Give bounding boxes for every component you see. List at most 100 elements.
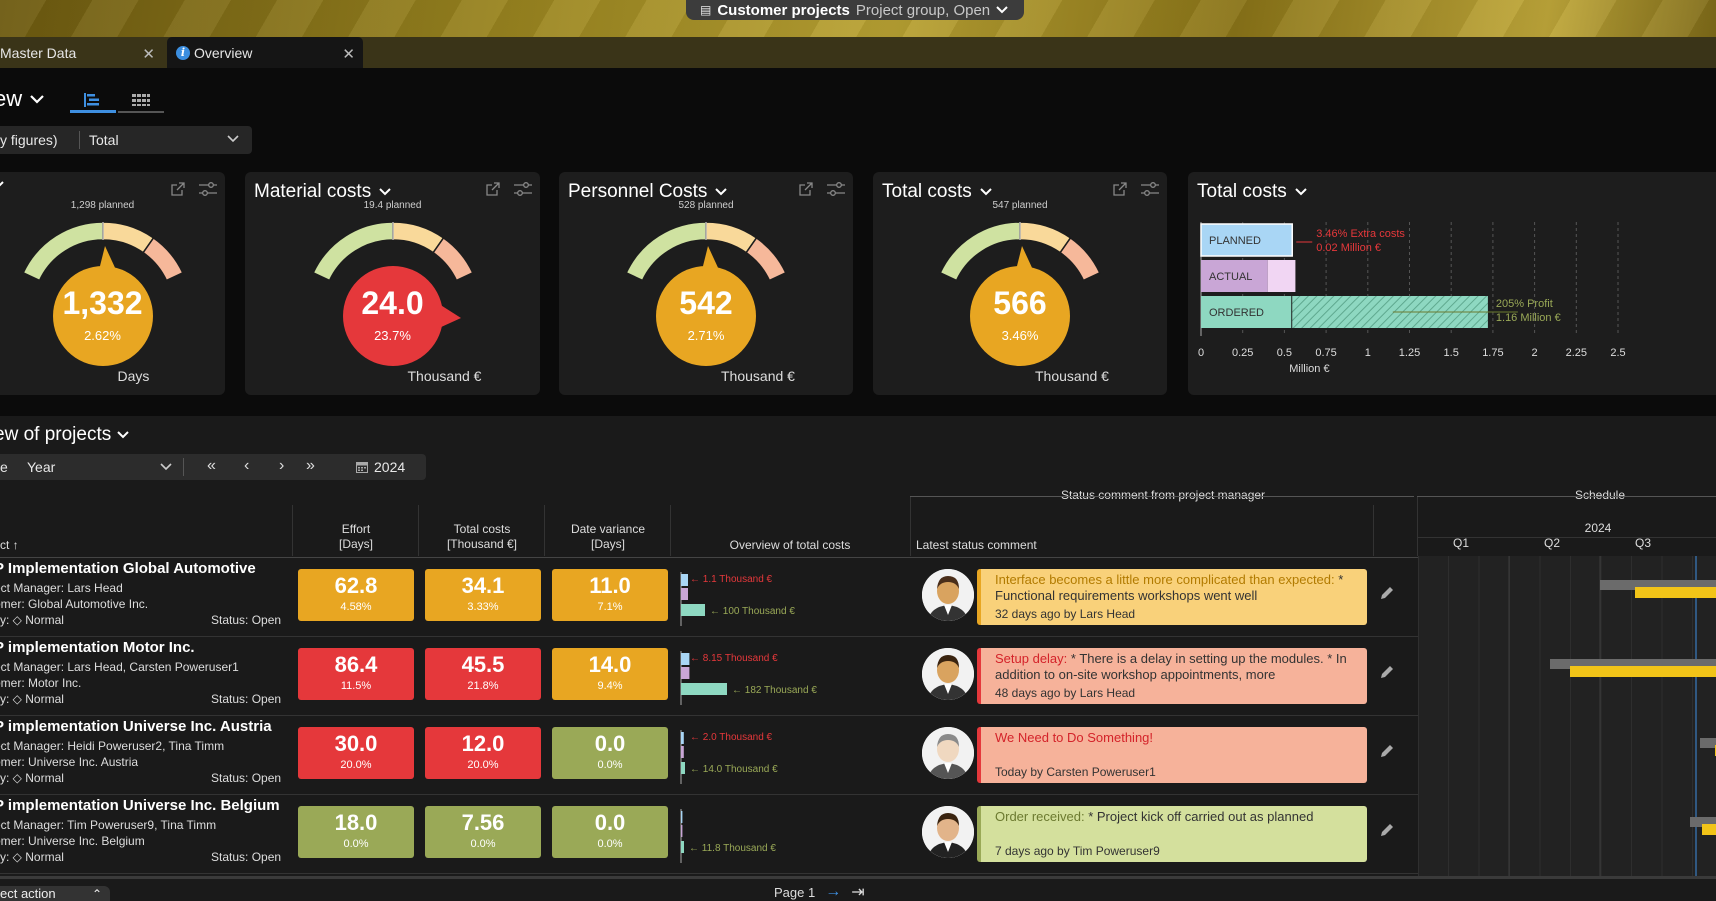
- quarter-label: Q2: [1544, 536, 1561, 550]
- period-value: Year: [27, 459, 56, 475]
- card-title[interactable]: Total costs: [1197, 181, 1307, 203]
- col-total-costs-header[interactable]: Total costs [Thousand €]: [419, 522, 545, 552]
- col-date-variance-header[interactable]: Date variance [Days]: [545, 522, 671, 552]
- edit-comment-button[interactable]: [1380, 823, 1394, 842]
- external-link-icon[interactable]: [799, 182, 813, 196]
- settings-sliders-icon[interactable]: [827, 182, 845, 196]
- divider: [544, 505, 545, 556]
- date-kpi-box[interactable]: 0.0 0.0%: [552, 727, 668, 779]
- card-title[interactable]: Personnel Costs: [568, 181, 728, 203]
- project-name[interactable]: P Implementation Global Automotive: [0, 560, 256, 577]
- divider: [1417, 537, 1716, 538]
- total-kpi-box[interactable]: 45.5 21.8%: [425, 648, 541, 700]
- project-name[interactable]: P implementation Universe Inc. Belgium: [0, 797, 280, 814]
- x-tick-label: 1.75: [1482, 347, 1503, 359]
- projects-section-title[interactable]: ew of projects: [0, 424, 129, 446]
- settings-sliders-icon[interactable]: [1141, 182, 1159, 196]
- gauge-percent: 2.62%: [84, 328, 121, 343]
- close-icon[interactable]: ✕: [142, 46, 155, 63]
- edit-comment-button[interactable]: [1380, 665, 1394, 684]
- external-link-icon[interactable]: [1113, 182, 1127, 196]
- avatar: [922, 648, 974, 700]
- header-line: Total costs: [453, 522, 511, 536]
- date-kpi-box[interactable]: 11.0 7.1%: [552, 569, 668, 621]
- last-page-icon[interactable]: ⇥: [851, 884, 865, 901]
- folder-icon: ▤: [700, 3, 712, 17]
- total-percent: 3.33%: [467, 601, 499, 613]
- total-costs-chart: 0 0.25 0.5 0.75 1 1.25 1.5 1.75 2 2.25 2.5 PLANNED A…: [1198, 222, 1626, 375]
- gantt-view-button[interactable]: [70, 89, 116, 113]
- view-selector[interactable]: ew: [0, 86, 44, 112]
- cost-overview-minichart: ← 1.1 Thousand € ← 100 Thousand €: [680, 572, 795, 626]
- date-kpi-box[interactable]: 0.0 0.0%: [552, 806, 668, 858]
- col-effort-header[interactable]: Effort [Days]: [293, 522, 419, 552]
- mini-bar-ordered: [681, 604, 705, 616]
- table-row[interactable]: P implementation Universe Inc. Austria ec…: [0, 716, 1418, 795]
- status-comment[interactable]: We Need to Do Something! Today by Carsten…: [977, 727, 1367, 783]
- total-kpi-box[interactable]: 12.0 20.0%: [425, 727, 541, 779]
- date-picker[interactable]: 2024: [356, 459, 405, 475]
- close-icon[interactable]: ✕: [342, 46, 355, 63]
- gauge-value-circle: [656, 266, 756, 366]
- total-kpi-box[interactable]: 7.56 0.0%: [425, 806, 541, 858]
- chevron-down-icon: [996, 6, 1008, 14]
- person-avatar-icon: [922, 806, 974, 858]
- external-link-icon[interactable]: [486, 182, 500, 196]
- card-title[interactable]: [0, 181, 4, 189]
- card-title[interactable]: Total costs: [882, 181, 992, 203]
- grid-view-button[interactable]: [118, 89, 164, 113]
- project-name[interactable]: P implementation Motor Inc.: [0, 639, 195, 656]
- table-row[interactable]: P implementation Universe Inc. Belgium ec…: [0, 795, 1418, 874]
- effort-kpi-box[interactable]: 18.0 0.0%: [298, 806, 414, 858]
- date-value: 11.0: [589, 573, 631, 598]
- gauge-value-circle: [970, 266, 1070, 366]
- project-group-selector[interactable]: ▤ Customer projects Project group, Open: [686, 0, 1025, 20]
- date-value: 0.0: [594, 731, 626, 756]
- cost-overview-minichart: ← 8.15 Thousand € ← 182 Thousand €: [680, 651, 817, 705]
- table-row[interactable]: P implementation Motor Inc. ect Manager: …: [0, 637, 1418, 716]
- settings-sliders-icon[interactable]: [199, 182, 217, 196]
- status-comment[interactable]: Setup delay: * There is a delay in setti…: [977, 648, 1367, 704]
- external-link-icon[interactable]: [171, 182, 185, 196]
- last-period-button[interactable]: »: [306, 457, 315, 474]
- x-tick-label: 0.25: [1232, 347, 1253, 359]
- effort-kpi-box[interactable]: 62.8 4.58%: [298, 569, 414, 621]
- edit-comment-button[interactable]: [1380, 586, 1394, 605]
- first-period-button[interactable]: «: [207, 457, 216, 474]
- x-tick-label: 1: [1365, 347, 1371, 359]
- col-project-header[interactable]: ct ↑: [0, 538, 19, 552]
- mini-annotation: ← 182 Thousand €: [732, 685, 817, 696]
- effort-kpi-box[interactable]: 30.0 20.0%: [298, 727, 414, 779]
- chevron-down-icon: [980, 188, 992, 196]
- total-percent: 0.0%: [470, 838, 496, 850]
- period-select[interactable]: e Year: [0, 458, 184, 476]
- project-name[interactable]: P implementation Universe Inc. Austria: [0, 718, 272, 735]
- quarter-label: Q1: [1453, 536, 1470, 550]
- status-group-header: Status comment from project manager: [1058, 488, 1268, 503]
- divider: [292, 505, 293, 556]
- status-comment[interactable]: Order received: * Project kick off carri…: [977, 806, 1367, 862]
- figures-filter[interactable]: y figures) Total: [0, 126, 252, 154]
- next-page-icon[interactable]: →: [825, 883, 842, 900]
- schedule-group-header: Schedule: [1570, 488, 1630, 503]
- comment-heading: Order received:: [995, 809, 1085, 824]
- total-kpi-box[interactable]: 34.1 3.33%: [425, 569, 541, 621]
- effort-kpi-box[interactable]: 86.4 11.5%: [298, 648, 414, 700]
- chevron-down-icon: [715, 188, 728, 196]
- edit-comment-button[interactable]: [1380, 744, 1394, 763]
- divider: [0, 715, 1418, 716]
- gantt-bar-planned: [1690, 817, 1716, 827]
- date-kpi-box[interactable]: 14.0 9.4%: [552, 648, 668, 700]
- previous-period-button[interactable]: ‹: [244, 457, 250, 474]
- table-row[interactable]: P Implementation Global Automotive ect Ma…: [0, 558, 1418, 637]
- tab-master-data[interactable]: Master Data ✕: [0, 37, 163, 68]
- chevron-down-icon: [1295, 188, 1307, 196]
- project-action-menu[interactable]: ect action ⌃: [0, 886, 110, 901]
- next-period-button[interactable]: ›: [279, 457, 285, 474]
- tab-overview[interactable]: i Overview ✕: [167, 37, 363, 68]
- settings-sliders-icon[interactable]: [514, 182, 532, 196]
- quarter-label: Q3: [1635, 536, 1652, 550]
- card-title[interactable]: Material costs: [254, 181, 391, 203]
- mini-bar-actual: [681, 746, 684, 758]
- status-comment[interactable]: Interface becomes a little more complica…: [977, 569, 1367, 625]
